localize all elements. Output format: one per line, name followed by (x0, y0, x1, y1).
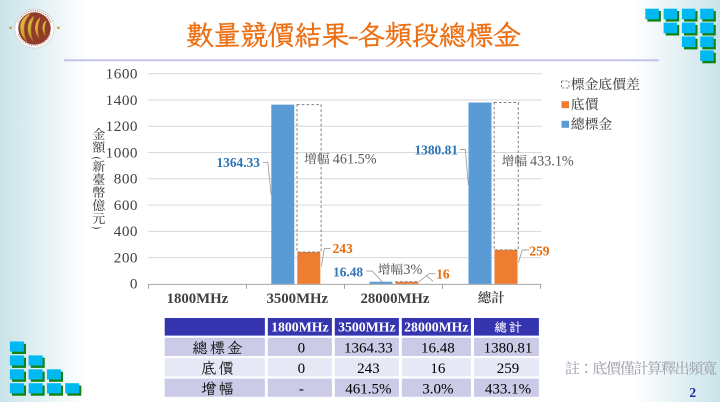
svg-text:433.1%: 433.1% (485, 381, 531, 397)
svg-text:200: 200 (114, 249, 138, 266)
svg-text:0: 0 (130, 276, 138, 293)
svg-text:16.48: 16.48 (333, 264, 363, 279)
svg-text:600: 600 (114, 197, 138, 214)
svg-text:28000MHz: 28000MHz (404, 319, 468, 334)
svg-text:400: 400 (114, 223, 138, 240)
svg-text:28000MHz: 28000MHz (360, 291, 429, 307)
svg-text:3500MHz: 3500MHz (338, 319, 395, 334)
svg-text:1380.81: 1380.81 (484, 341, 533, 357)
svg-text:1364.33: 1364.33 (344, 341, 393, 357)
svg-text:461.5%: 461.5% (333, 151, 377, 167)
svg-text:1800MHz: 1800MHz (167, 291, 229, 307)
svg-text:3%: 3% (403, 262, 422, 278)
svg-text:16: 16 (436, 267, 450, 282)
svg-text:2: 2 (689, 385, 696, 400)
svg-text:-: - (299, 381, 304, 397)
svg-text:16: 16 (430, 361, 446, 377)
svg-text:433.1%: 433.1% (530, 154, 574, 170)
svg-text:243: 243 (357, 361, 380, 377)
svg-text:259: 259 (529, 243, 549, 258)
svg-text:461.5%: 461.5% (345, 381, 391, 397)
svg-text:243: 243 (333, 241, 353, 256)
svg-text:1200: 1200 (106, 118, 138, 135)
svg-text:800: 800 (114, 171, 138, 188)
svg-text:0: 0 (298, 341, 306, 357)
svg-text:3500MHz: 3500MHz (266, 291, 328, 307)
svg-text:1800MHz: 1800MHz (271, 319, 328, 334)
svg-text:1000: 1000 (106, 144, 138, 161)
svg-text:1400: 1400 (106, 92, 138, 109)
svg-text:1600: 1600 (106, 66, 138, 83)
svg-text:1380.81: 1380.81 (414, 143, 458, 158)
svg-text:16.48: 16.48 (421, 341, 455, 357)
svg-text:1364.33: 1364.33 (216, 155, 260, 170)
svg-text:3.0%: 3.0% (422, 381, 453, 397)
svg-text:0: 0 (298, 361, 306, 377)
svg-text:259: 259 (497, 361, 520, 377)
